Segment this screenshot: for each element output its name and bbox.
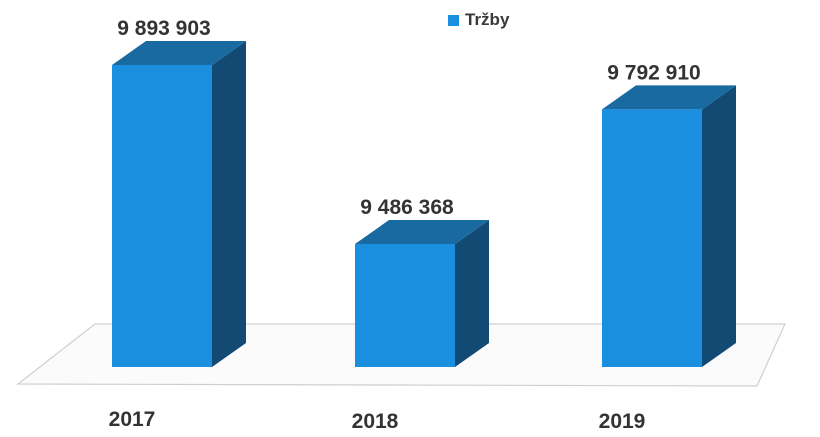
category-label-2019: 2019	[599, 410, 646, 433]
bars	[112, 41, 736, 367]
labels: 9 893 903 2017 9 486 368 2018 9 792 910 2019	[109, 17, 701, 433]
value-label-2019: 9 792 910	[607, 61, 700, 84]
value-label-2017: 9 893 903	[117, 17, 210, 40]
bar-2018	[355, 220, 489, 367]
bar-side-face	[702, 85, 736, 367]
bar-front-face	[602, 109, 702, 367]
bar-front-face	[112, 65, 212, 367]
bar-top-face	[112, 41, 246, 65]
legend: Tržby	[448, 10, 509, 30]
legend-label: Tržby	[465, 10, 510, 29]
bar-2017	[112, 41, 246, 367]
bar-2019	[602, 85, 736, 367]
bar-front-face	[355, 244, 455, 367]
bar-top-face	[355, 220, 489, 244]
bar-top-face	[602, 85, 736, 110]
category-label-2018: 2018	[352, 410, 399, 433]
bar-side-face	[455, 220, 489, 367]
value-label-2018: 9 486 368	[360, 196, 454, 219]
legend-swatch	[448, 14, 459, 26]
category-label-2017: 2017	[109, 408, 156, 431]
bar-side-face	[212, 41, 246, 367]
